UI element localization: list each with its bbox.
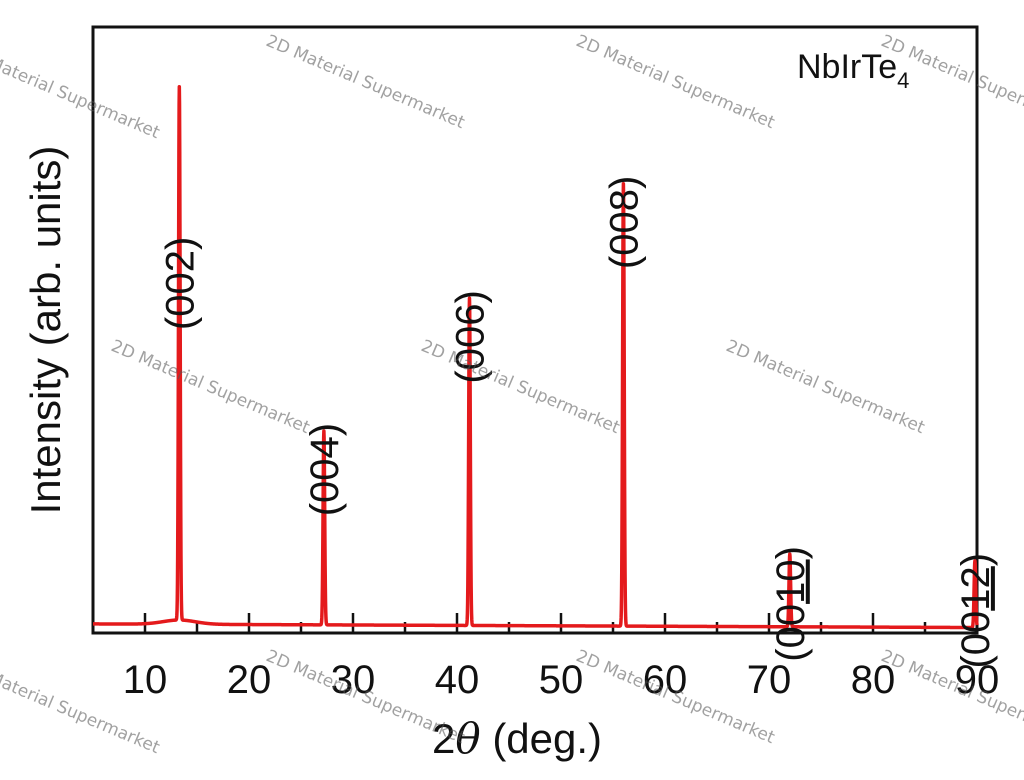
x-tick-label-50: 50 xyxy=(539,658,584,702)
y-axis-label: Intensity (arb. units) xyxy=(22,146,69,515)
compound-label: NbIrTe4 xyxy=(797,48,909,93)
watermark-text-0: 2D Material Supermarket xyxy=(0,41,163,143)
x-axis-label: 2θ (deg.) xyxy=(432,714,602,763)
watermark-text-5: 2D Material Supermarket xyxy=(418,336,623,438)
peak-label-008: (008) xyxy=(602,176,646,269)
x-axis-label-theta: θ xyxy=(455,714,480,763)
watermark-text-6: 2D Material Supermarket xyxy=(723,336,928,438)
watermark-text-2: 2D Material Supermarket xyxy=(573,31,778,133)
x-tick-label-80: 80 xyxy=(851,658,896,702)
plot-frame xyxy=(91,25,979,635)
x-tick-label-20: 20 xyxy=(227,658,272,702)
watermark-text-1: 2D Material Supermarket xyxy=(263,31,468,133)
x-tick-label-30: 30 xyxy=(331,658,376,702)
x-axis-label-prefix: 2 xyxy=(432,715,455,762)
compound-label-main: NbIrTe xyxy=(797,48,897,86)
peak-label-004: (004) xyxy=(303,423,347,516)
peak-label-006: (006) xyxy=(449,290,493,383)
peak-label-0012: (0012) xyxy=(954,553,998,669)
x-tick-label-70: 70 xyxy=(747,658,792,702)
peak-label-0010: (0010) xyxy=(769,546,813,662)
watermark-text-4: 2D Material Supermarket xyxy=(108,336,313,438)
watermark-text-10: 2D Material Supermarket xyxy=(878,646,1024,748)
x-tick-label-10: 10 xyxy=(123,658,168,702)
x-tick-label-40: 40 xyxy=(435,658,480,702)
peak-label-002: (002) xyxy=(158,237,202,330)
watermark-layer: 2D Material Supermarket 2D Material Super… xyxy=(0,31,1024,758)
series-line-nbirte4 xyxy=(91,84,979,630)
compound-label-subscript: 4 xyxy=(897,68,909,93)
x-axis-label-unit: (deg.) xyxy=(481,715,602,762)
x-tick-label-60: 60 xyxy=(643,658,688,702)
x-tick-label-90: 90 xyxy=(955,658,1000,702)
x-axis-tick-labels: 10 20 30 40 50 60 70 80 90 xyxy=(123,658,1000,702)
peak-labels: (002) (004) (006) (008) (0010) (0012) xyxy=(158,176,998,669)
